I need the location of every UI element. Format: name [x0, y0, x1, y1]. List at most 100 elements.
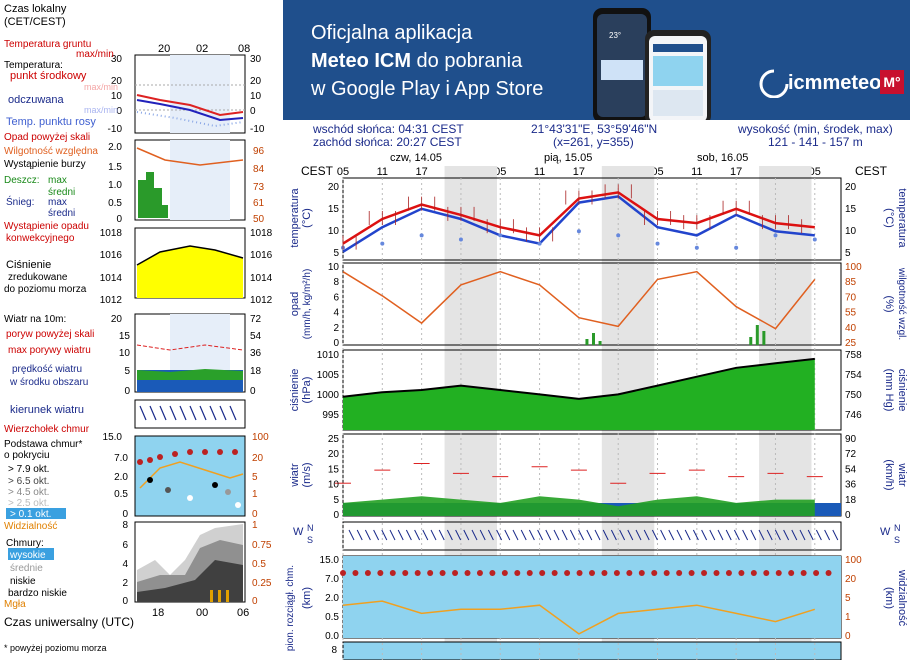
wind-tick-right: 72: [845, 449, 857, 460]
cloud-top-point: [377, 570, 384, 576]
cloud-top-point: [701, 570, 708, 576]
vis-unit: (km): [883, 587, 895, 609]
legend-pressure-panel: 1018 1016 1014 1012 1018 1016 1014 1012: [100, 227, 273, 306]
app-promo-banner[interactable]: Oficjalna aplikacja Meteo ICM do pobrani…: [283, 0, 910, 120]
legend-wind-speed: prędkość wiatru: [12, 364, 82, 375]
cloud-top-point: [476, 570, 483, 576]
visibility-tick: 0: [845, 631, 851, 642]
tz-label-left: CEST: [301, 164, 334, 178]
legend-temp-tick: 0: [116, 106, 122, 117]
cloud-top-point: [800, 570, 807, 576]
legend-low: niskie: [10, 576, 36, 587]
dewpoint-point: [734, 245, 739, 250]
hour-tick: 17: [416, 166, 428, 178]
legend-ground-temp-minmax: max/min: [76, 49, 114, 60]
legend-precip-above: Opad powyżej skali: [4, 132, 90, 143]
wind-arrow: [414, 529, 421, 541]
wind-tick-right: 54: [845, 464, 857, 475]
legend-precip-tick: 0.5: [108, 198, 122, 209]
wind-arrow: [463, 529, 470, 541]
legend-wind-tick-right: 72: [250, 314, 262, 325]
legend-cloud-tick: 6: [122, 540, 128, 551]
legend-dewpoint: Temp. punktu rosy: [6, 116, 96, 128]
pressure-unit: (hPa): [301, 377, 313, 404]
elevation-values: 121 - 141 - 157 m: [768, 135, 863, 149]
legend-cloud-top-dots: [137, 449, 238, 465]
clouds-tick: 8: [331, 645, 337, 656]
wind-arrow: [430, 529, 437, 541]
cloud-unit: (km): [301, 587, 313, 609]
legend-local-time: Czas lokalny: [4, 3, 67, 15]
wind-arrow: [824, 529, 831, 541]
dewpoint-point: [812, 237, 817, 242]
hour-tick: 11: [534, 166, 545, 178]
cloud-top-point: [402, 570, 409, 576]
wind-arrow: [471, 529, 478, 541]
legend-column: Czas lokalny (CET/CEST) 20 02 08 30 20 1…: [4, 3, 273, 653]
cloud-top-point: [452, 570, 459, 576]
hour-tick: 05: [809, 166, 821, 178]
legend-rain: Deszcz:: [4, 175, 40, 186]
legend-cloud-tick: 8: [122, 520, 128, 531]
cloud-top-point: [788, 570, 795, 576]
wind-arrow: [545, 529, 552, 541]
cloud-top-point: [713, 570, 720, 576]
legend-humidity-tick: 50: [253, 214, 265, 225]
wind-arrow: [496, 529, 503, 541]
wind-arrow: [528, 529, 535, 541]
precip-bar: [598, 341, 602, 345]
wind-arrow: [635, 529, 642, 541]
legend-feels-like: odczuwana: [8, 94, 65, 106]
precip-tick: 10: [328, 262, 340, 273]
wind-arrow: [791, 529, 798, 541]
hour-tick: 05: [337, 166, 349, 178]
wind-ylabel-right: wiatr: [896, 462, 908, 487]
wind-arrow: [684, 529, 691, 541]
cloud-top-point: [813, 570, 820, 576]
wind-arrow: [364, 529, 371, 541]
wind-arrow: [348, 529, 355, 541]
wind-arrow: [389, 529, 396, 541]
cloud-top-point: [688, 570, 695, 576]
visibility-line: [342, 600, 816, 635]
hour-tick: 05: [494, 166, 506, 178]
cloud-base-tick: 15.0: [320, 555, 340, 566]
legend-cloud-base-panel: 15.0 7.0 2.0 0.5 0 100 20 5 1 0: [103, 432, 270, 520]
legend-wind-tick: 10: [119, 348, 131, 359]
cloud-base-tick: 7.0: [325, 574, 339, 585]
pressure-unit-right: (mm Hg): [883, 369, 895, 412]
legend-time-tick: 02: [196, 43, 208, 55]
legend-wind-tick-right: 36: [250, 348, 262, 359]
wind-arrow: [487, 529, 494, 541]
temp-tick-right: 15: [845, 204, 857, 215]
dewpoint-point: [694, 245, 699, 250]
legend-utc-tick: 00: [196, 607, 208, 619]
legend-feels-minmax: max/min: [84, 105, 118, 115]
legend-base-tick: 15.0: [103, 432, 123, 443]
legend-vis-tick: 0: [252, 509, 258, 520]
precip-ylabel: opad: [289, 292, 301, 316]
cloud-top-point: [725, 570, 732, 576]
grid-point: (x=261, y=355): [553, 135, 634, 149]
legend-pressure-2: zredukowane: [8, 272, 68, 283]
wind-tick-right: 18: [845, 495, 857, 506]
main-meteogram: CEST CEST czw, 14.05 pią, 15.05 sob, 16.…: [285, 152, 908, 660]
precip-tick: 0: [333, 338, 339, 349]
legend-fog-tick: 0.5: [252, 559, 266, 570]
legend-time-tick: 20: [158, 43, 170, 55]
temp-tick: 20: [328, 182, 340, 193]
pressure-tick-right: 750: [845, 390, 862, 401]
legend-utc-tick: 18: [152, 607, 164, 619]
pressure-ylabel-right: ciśnienie: [896, 369, 908, 412]
humidity-tick: 40: [845, 323, 857, 334]
legend-wind-tick: 5: [124, 366, 130, 377]
legend-precip-tick: 2.0: [108, 142, 122, 153]
wind-arrow: [643, 529, 650, 541]
cloud-top-point: [364, 570, 371, 576]
legend-temp-tick-right: 10: [250, 91, 262, 102]
wind-arrow: [832, 529, 839, 541]
legend-wind-tick-right: 18: [250, 366, 262, 377]
wind-arrow: [750, 529, 757, 541]
dewpoint-point: [458, 237, 463, 242]
legend-high-bg: [8, 548, 54, 560]
